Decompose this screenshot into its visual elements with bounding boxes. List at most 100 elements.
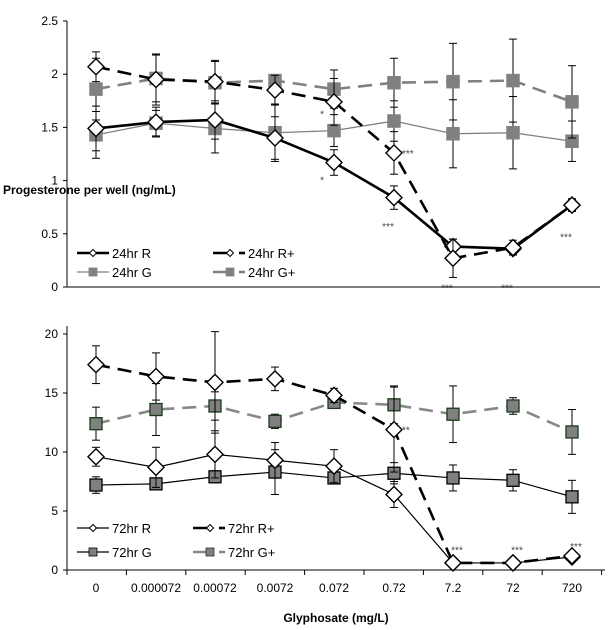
legend-swatch-marker (88, 547, 98, 557)
y-tick-label: 15 (45, 386, 59, 400)
x-tick-label: 72 (506, 581, 520, 595)
legend-swatch-marker (205, 523, 215, 533)
data-point (147, 458, 165, 477)
data-point (565, 95, 579, 109)
data-point (446, 471, 460, 485)
y-tick-label: 0.5 (41, 227, 58, 241)
x-tick-label: 0.072 (319, 581, 349, 595)
legend-label: 72hr G+ (228, 545, 275, 560)
data-point (387, 75, 401, 90)
legend: 24hr R 24hr R+ 24hr G 24hr G+ (77, 246, 295, 280)
significance-marker: *** (570, 542, 582, 553)
data-point (325, 457, 343, 476)
series-72hr-r (87, 430, 581, 572)
data-point (446, 407, 460, 421)
x-tick-label: 0.000072 (131, 581, 181, 595)
data-point (89, 478, 103, 492)
series-group (87, 38, 581, 278)
legend-label: 24hr R+ (248, 246, 295, 261)
legend-item: 72hr G+ (193, 545, 275, 560)
legend-swatch-marker (88, 248, 98, 258)
data-point (506, 473, 520, 487)
y-axis-label: Progesterone per well (ng/mL) (3, 183, 176, 197)
legend-label: 72hr R (112, 521, 151, 536)
data-point (504, 238, 522, 257)
significance-marker: *** (451, 545, 463, 556)
y-ticks: 0 5 10 15 20 (45, 327, 67, 577)
y-tick-label: 1.5 (41, 120, 58, 134)
series-group (87, 331, 581, 572)
data-point (266, 451, 284, 470)
y-tick-label: 10 (45, 445, 59, 459)
data-point (385, 188, 403, 207)
y-tick-label: 5 (51, 504, 58, 518)
significance-marker: *** (511, 545, 523, 556)
y-tick-label: 20 (45, 327, 59, 341)
legend-item: 72hr G (77, 545, 152, 560)
data-point (87, 355, 105, 374)
x-ticks: 0 0.000072 0.00072 0.0072 0.072 0.72 7.2 72 720 (66, 570, 603, 595)
legend-swatch-marker (205, 547, 215, 557)
data-point (385, 143, 403, 162)
x-axis-label: Glyphosate (mg/L) (283, 611, 388, 625)
y-tick-label: 0 (51, 280, 58, 294)
x-tick-label: 0.72 (382, 581, 406, 595)
data-point (504, 553, 522, 572)
significance-annotations: ***** *** *** (402, 426, 582, 557)
data-point (325, 92, 343, 111)
legend-label: 24hr G (112, 265, 152, 280)
legend-label: 72hr G (112, 545, 152, 560)
data-point (446, 74, 460, 89)
data-point (506, 73, 520, 88)
data-point (327, 123, 341, 138)
data-point (87, 57, 105, 76)
data-point (325, 153, 343, 172)
significance-marker: *** (560, 232, 572, 243)
panel-bottom-72hr: 0 5 10 15 20 0 0.000072 0.00072 0.0072 0.072 0.72… (45, 326, 605, 625)
y-tick-label: 2 (51, 67, 58, 81)
data-point (89, 82, 103, 96)
data-point (563, 196, 581, 215)
legend-label: 24hr G+ (248, 265, 295, 280)
data-point (565, 425, 579, 439)
y-tick-label: 0 (51, 563, 58, 577)
data-point (385, 485, 403, 504)
significance-annotations: *********** ****** (320, 109, 572, 294)
series-line (95, 363, 573, 565)
legend-label: 72hr R+ (228, 521, 275, 536)
data-point (387, 114, 401, 128)
significance-marker: * (320, 175, 324, 186)
x-tick-label: 0.0072 (257, 581, 294, 595)
legend: 72hr R 72hr R+ 72hr G 72hr G+ (77, 521, 275, 560)
data-point (147, 367, 165, 386)
data-point (206, 373, 224, 392)
legend-swatch-marker (225, 248, 235, 258)
data-point (266, 81, 284, 100)
data-point (266, 369, 284, 388)
x-tick-label: 7.2 (445, 581, 462, 595)
data-point (206, 110, 224, 129)
legend-label: 24hr R (112, 246, 151, 261)
y-tick-label: 2.5 (41, 14, 58, 28)
legend-item: 72hr R+ (193, 521, 275, 536)
x-tick-label: 720 (562, 581, 582, 595)
legend-swatch-marker (88, 523, 98, 533)
legend-swatch-marker (225, 267, 235, 277)
significance-marker: ** (402, 426, 410, 437)
y-ticks: 0 0.5 1 1.5 2 2.5 (41, 14, 67, 294)
data-point (506, 399, 520, 413)
series-line (95, 77, 573, 104)
series-24hr-rplus (87, 51, 581, 278)
series-72hr-rplus (87, 331, 581, 572)
significance-marker: *** (501, 284, 513, 295)
data-point (147, 70, 165, 89)
significance-marker: * (320, 109, 324, 120)
data-point (565, 490, 579, 504)
data-point (89, 417, 103, 431)
data-point (147, 113, 165, 132)
legend-item: 24hr R+ (213, 246, 295, 261)
data-point (266, 129, 284, 148)
data-point (206, 72, 224, 91)
y-tick-label: 1 (51, 174, 58, 188)
data-point (325, 386, 343, 405)
